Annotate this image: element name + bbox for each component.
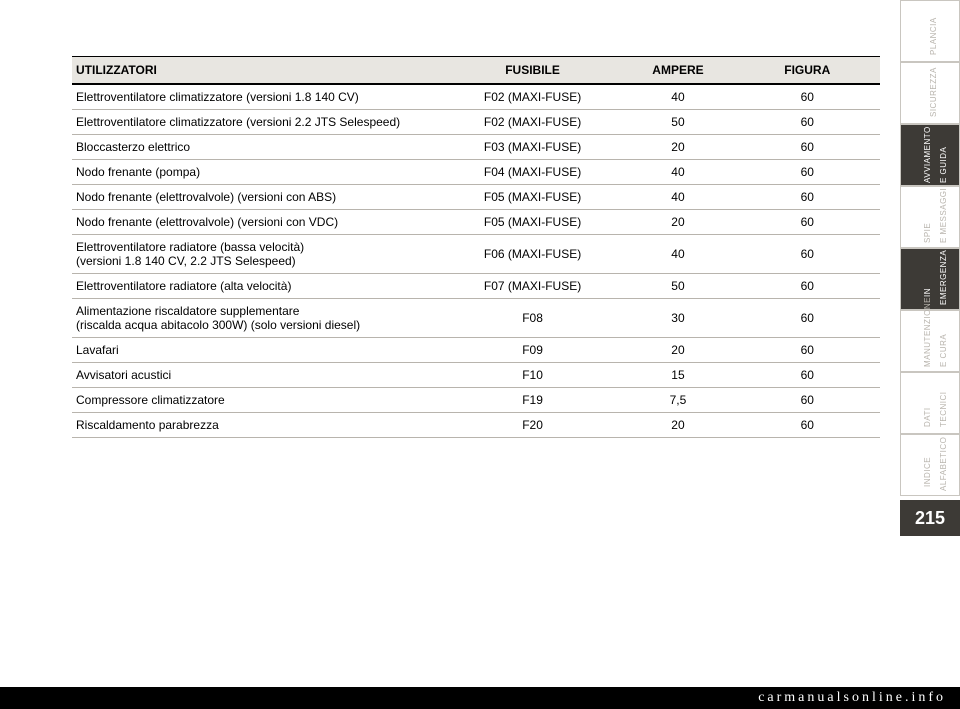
cell-fusibile: F03 (MAXI-FUSE) [444, 135, 622, 160]
cell-utilizzatori: Elettroventilatore radiatore (bassa velo… [72, 235, 444, 274]
nav-tab-plancia[interactable]: PLANCIA [900, 0, 960, 62]
cell-figura: 60 [735, 185, 880, 210]
cell-fusibile: F06 (MAXI-FUSE) [444, 235, 622, 274]
cell-utilizzatori: Nodo frenante (pompa) [72, 160, 444, 185]
nav-tab-label-2: EMERGENZA [939, 250, 948, 305]
cell-fusibile: F05 (MAXI-FUSE) [444, 185, 622, 210]
cell-utilizzatori: Elettroventilatore radiatore (alta veloc… [72, 274, 444, 299]
cell-figura: 60 [735, 160, 880, 185]
table-row: Nodo frenante (elettrovalvole) (versioni… [72, 210, 880, 235]
cell-ampere: 20 [621, 338, 734, 363]
cell-utilizzatori: Nodo frenante (elettrovalvole) (versioni… [72, 185, 444, 210]
cell-figura: 60 [735, 110, 880, 135]
table-row: Elettroventilatore climatizzatore (versi… [72, 110, 880, 135]
cell-utilizzatori: Alimentazione riscaldatore supplementare… [72, 299, 444, 338]
cell-utilizzatori: Riscaldamento parabrezza [72, 413, 444, 438]
cell-fusibile: F07 (MAXI-FUSE) [444, 274, 622, 299]
cell-fusibile: F19 [444, 388, 622, 413]
nav-tab-avviamento[interactable]: AVVIAMENTO E GUIDA [900, 124, 960, 186]
col-header-fusibile: FUSIBILE [444, 57, 622, 85]
table-row: Riscaldamento parabrezzaF202060 [72, 413, 880, 438]
cell-ampere: 50 [621, 110, 734, 135]
cell-figura: 60 [735, 338, 880, 363]
cell-fusibile: F10 [444, 363, 622, 388]
cell-figura: 60 [735, 274, 880, 299]
cell-utilizzatori: Elettroventilatore climatizzatore (versi… [72, 84, 444, 110]
nav-tab-indice[interactable]: INDICE ALFABETICO [900, 434, 960, 496]
cell-fusibile: F05 (MAXI-FUSE) [444, 210, 622, 235]
cell-ampere: 30 [621, 299, 734, 338]
table-row: Nodo frenante (elettrovalvole) (versioni… [72, 185, 880, 210]
cell-utilizzatori: Compressore climatizzatore [72, 388, 444, 413]
cell-figura: 60 [735, 413, 880, 438]
table-row: Elettroventilatore radiatore (bassa velo… [72, 235, 880, 274]
cell-utilizzatori: Bloccasterzo elettrico [72, 135, 444, 160]
cell-ampere: 15 [621, 363, 734, 388]
cell-fusibile: F20 [444, 413, 622, 438]
cell-fusibile: F04 (MAXI-FUSE) [444, 160, 622, 185]
table-row: Bloccasterzo elettricoF03 (MAXI-FUSE)206… [72, 135, 880, 160]
cell-utilizzatori: Lavafari [72, 338, 444, 363]
table-row: LavafariF092060 [72, 338, 880, 363]
nav-tab-spie[interactable]: SPIE E MESSAGGI [900, 186, 960, 248]
cell-figura: 60 [735, 235, 880, 274]
table-row: Compressore climatizzatoreF197,560 [72, 388, 880, 413]
cell-figura: 60 [735, 363, 880, 388]
cell-utilizzatori: Avvisatori acustici [72, 363, 444, 388]
cell-ampere: 40 [621, 185, 734, 210]
watermark: carmanualsonline.info [0, 687, 960, 709]
col-header-ampere: AMPERE [621, 57, 734, 85]
cell-utilizzatori: Elettroventilatore climatizzatore (versi… [72, 110, 444, 135]
cell-utilizzatori: Nodo frenante (elettrovalvole) (versioni… [72, 210, 444, 235]
cell-ampere: 20 [621, 413, 734, 438]
nav-tab-label-2: ALFABETICO [939, 437, 948, 491]
col-header-figura: FIGURA [735, 57, 880, 85]
cell-ampere: 40 [621, 84, 734, 110]
nav-tab-label: IN [923, 288, 932, 297]
col-header-utilizzatori: UTILIZZATORI [72, 57, 444, 85]
nav-tab-label-2: TECNICI [939, 392, 948, 428]
table-row: Nodo frenante (pompa)F04 (MAXI-FUSE)4060 [72, 160, 880, 185]
cell-ampere: 40 [621, 235, 734, 274]
fuse-table: UTILIZZATORI FUSIBILE AMPERE FIGURA Elet… [72, 56, 880, 438]
table-row: Alimentazione riscaldatore supplementare… [72, 299, 880, 338]
page-number: 215 [900, 500, 960, 536]
side-nav: PLANCIA SICUREZZA AVVIAMENTO E GUIDA SPI… [900, 0, 960, 709]
nav-tab-label: MANUTENZIONE [923, 297, 932, 367]
cell-ampere: 20 [621, 210, 734, 235]
nav-tab-sicurezza[interactable]: SICUREZZA [900, 62, 960, 124]
cell-fusibile: F02 (MAXI-FUSE) [444, 110, 622, 135]
table-header-row: UTILIZZATORI FUSIBILE AMPERE FIGURA [72, 57, 880, 85]
cell-fusibile: F08 [444, 299, 622, 338]
cell-ampere: 20 [621, 135, 734, 160]
nav-tab-dati[interactable]: DATI TECNICI [900, 372, 960, 434]
cell-figura: 60 [735, 84, 880, 110]
cell-figura: 60 [735, 388, 880, 413]
cell-figura: 60 [735, 210, 880, 235]
cell-figura: 60 [735, 299, 880, 338]
nav-tab-manutenzione[interactable]: MANUTENZIONE E CURA [900, 310, 960, 372]
nav-tab-label-2: E MESSAGGI [939, 188, 948, 243]
cell-figura: 60 [735, 135, 880, 160]
nav-tab-label: SICUREZZA [929, 67, 938, 117]
cell-ampere: 40 [621, 160, 734, 185]
nav-tab-label-2: E CURA [939, 334, 948, 367]
cell-ampere: 7,5 [621, 388, 734, 413]
fuse-table-wrap: UTILIZZATORI FUSIBILE AMPERE FIGURA Elet… [72, 56, 880, 438]
nav-tab-label: AVVIAMENTO [923, 126, 932, 183]
cell-ampere: 50 [621, 274, 734, 299]
nav-tab-label-2: E GUIDA [939, 147, 948, 183]
cell-fusibile: F02 (MAXI-FUSE) [444, 84, 622, 110]
nav-tab-label: PLANCIA [929, 17, 938, 55]
table-row: Avvisatori acusticiF101560 [72, 363, 880, 388]
cell-fusibile: F09 [444, 338, 622, 363]
table-row: Elettroventilatore radiatore (alta veloc… [72, 274, 880, 299]
nav-tab-label: SPIE [923, 223, 932, 243]
table-row: Elettroventilatore climatizzatore (versi… [72, 84, 880, 110]
nav-tab-label: DATI [923, 407, 932, 427]
nav-tab-label: INDICE [923, 457, 932, 487]
